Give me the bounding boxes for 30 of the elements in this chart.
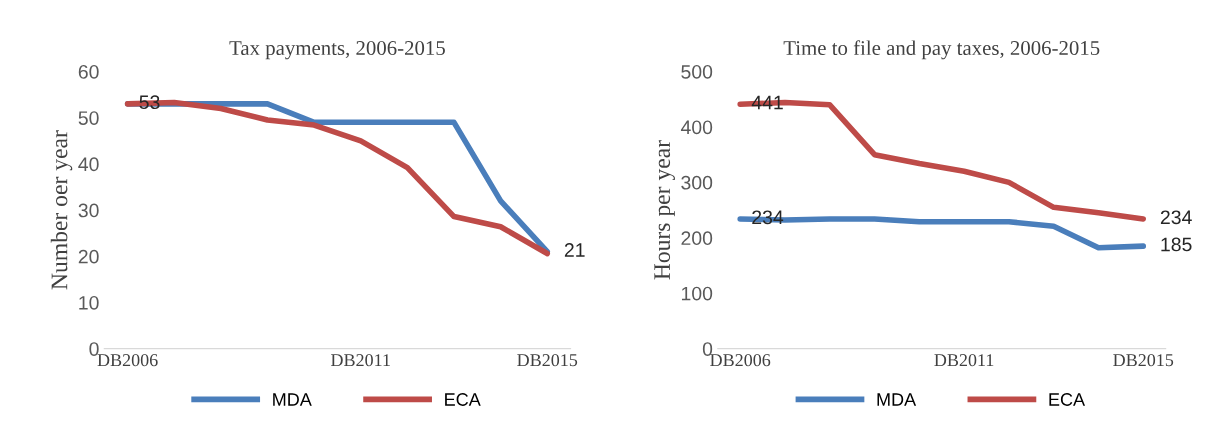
y-tick-label: 60 xyxy=(78,64,99,79)
y-tick-label: 40 xyxy=(78,157,99,172)
chart-title: Time to file and pay taxes, 2006-2015 xyxy=(783,40,1100,60)
x-tick-label: DB2006 xyxy=(97,354,158,367)
legend-label: MDA xyxy=(877,393,917,406)
legend-label: ECA xyxy=(1049,393,1086,406)
x-tick-label: DB2011 xyxy=(331,354,390,367)
annotation: 234 xyxy=(1160,210,1192,225)
y-tick-label: 300 xyxy=(681,175,713,190)
annotation: 21 xyxy=(564,243,585,257)
y-tick-label: 0 xyxy=(89,342,99,356)
x-tick-label: DB2015 xyxy=(1113,354,1174,367)
y-tick-label: 400 xyxy=(680,120,713,135)
x-tick-label: DB2006 xyxy=(710,354,771,367)
y-tick-label: 50 xyxy=(78,111,99,125)
x-tick-label: DB2015 xyxy=(517,354,578,367)
y-tick-label: 500 xyxy=(681,64,713,79)
x-tick-label: DB2011 xyxy=(934,354,994,367)
y-tick-label: 20 xyxy=(78,249,99,264)
y-axis-title: Number oer year xyxy=(50,130,73,290)
y-tick-label: 200 xyxy=(681,231,713,246)
y-tick-label: 30 xyxy=(78,203,99,218)
legend-label: ECA xyxy=(445,393,481,406)
legend-label: MDA xyxy=(273,393,312,406)
chart-title: Tax payments, 2006-2015 xyxy=(229,41,445,60)
annotation: 185 xyxy=(1161,237,1192,252)
y-tick-label: 10 xyxy=(79,295,99,310)
y-tick-label: 0 xyxy=(702,342,713,356)
y-axis-title: Hours per year xyxy=(654,140,675,280)
y-tick-label: 100 xyxy=(681,286,713,301)
